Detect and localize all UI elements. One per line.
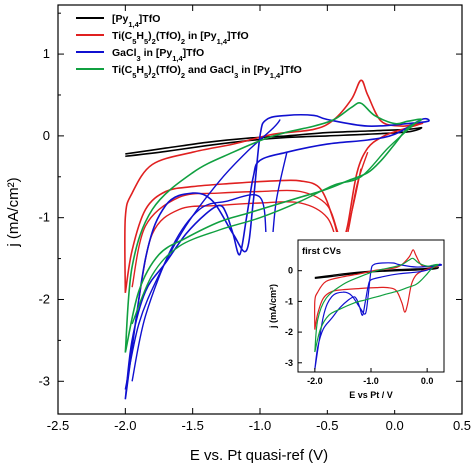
x-tick-label: -2.5 [47,418,69,433]
series-1-loop-0 [138,151,369,300]
series-3-line [124,102,423,353]
series-3-loop-0 [131,123,416,325]
x-tick-label: -2.0 [114,418,136,433]
x-tick-label: -1.5 [181,418,203,433]
y-tick-label: -1 [38,210,50,225]
legend-label-0: [Py1,4]TfO [112,13,160,29]
inset-y-tick-label: -3 [285,358,293,368]
inset-y-tick-label: -1 [285,296,293,306]
main-plot [124,79,430,400]
y-axis-title: j (mA/cm²) [5,177,22,247]
inset-x-axis-title: E vs Pt / V [349,390,393,400]
series-2-loop-0 [124,119,281,390]
x-tick-label: -1.0 [249,418,271,433]
legend-label-1: Ti(C5H5)2(TfO)2 in [Py1,4]TfO [112,30,249,46]
inset-background [262,232,454,410]
x-tick-label: 0.0 [386,418,404,433]
y-tick-label: -3 [38,373,50,388]
inset-y-axis-title: j (mA/cm²) [268,284,278,329]
inset-y-tick-label: 0 [288,266,293,276]
y-tick-label: 0 [43,128,50,143]
inset-chart: first CVs -2.0 -1.0 0.0 0 -1 -2 -3 E vs Pt / V j … [262,232,454,410]
inset-series-0 [314,266,440,279]
legend-label-3: Ti(C5H5)2(TfO)2 and GaCl3 in [Py1,4]TfO [112,64,302,80]
x-tick-label: -0.5 [316,418,338,433]
inset-title: first CVs [302,246,341,257]
main-axes: -2.5 -2.0 -1.5 -1.0 -0.5 0.0 0.5 -3 -2 -1 0 1 [38,4,471,433]
inset-x-tick-label: -1.0 [363,376,379,386]
x-tick-label: 0.5 [453,418,471,433]
legend-label-2: GaCl3 in [Py1,4]TfO [112,47,204,63]
inset-x-tick-label: 0.0 [421,376,434,386]
inset-series-3 [314,257,440,353]
y-tick-label: -2 [38,291,50,306]
y-tick-label: 1 [43,46,50,61]
inset-y-tick-label: -2 [285,327,293,337]
x-axis-title: E vs. Pt quasi-ref (V) [190,447,328,464]
series-0-line [125,126,423,158]
inset-x-tick-label: -2.0 [307,376,323,386]
